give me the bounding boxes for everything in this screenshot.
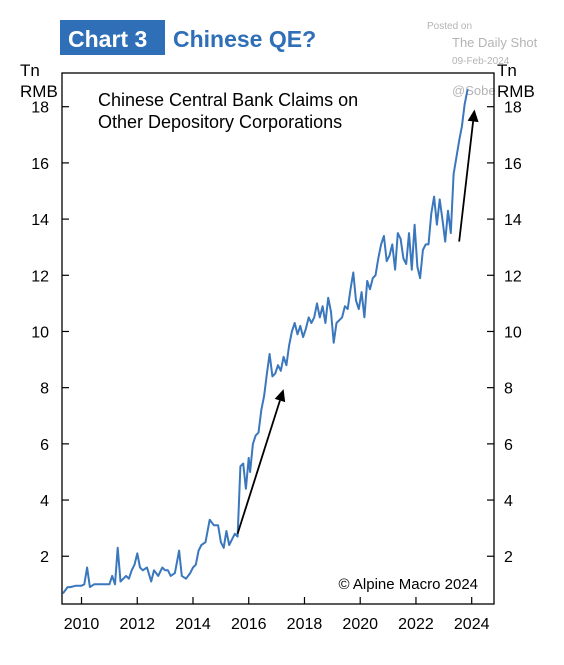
watermark-posted-on: Posted on xyxy=(427,21,472,32)
chart-title: Chinese QE? xyxy=(173,26,316,52)
trend-arrow-head-0 xyxy=(274,389,286,403)
series-line-0 xyxy=(62,88,469,594)
y-axis-label-right-line2: RMB xyxy=(497,82,535,101)
x-tick-label-2022: 2022 xyxy=(398,616,434,633)
y-tick-label-left-6: 6 xyxy=(40,437,49,454)
copyright: © Alpine Macro 2024 xyxy=(339,576,478,593)
y-tick-label-left-4: 4 xyxy=(40,493,49,510)
y-tick-label-left-10: 10 xyxy=(31,324,49,341)
y-tick-label-right-2: 2 xyxy=(504,549,513,566)
trend-arrow-head-1 xyxy=(467,109,479,123)
y-tick-label-left-8: 8 xyxy=(40,381,49,398)
y-tick-label-right-16: 16 xyxy=(504,156,522,173)
y-tick-label-right-6: 6 xyxy=(504,437,513,454)
y-tick-label-right-14: 14 xyxy=(504,212,522,229)
y-axis-label-left-line2: RMB xyxy=(20,82,58,101)
y-tick-label-right-8: 8 xyxy=(504,381,513,398)
x-tick-label-2010: 2010 xyxy=(64,616,100,633)
y-tick-label-left-18: 18 xyxy=(31,100,49,117)
annotation-layer xyxy=(236,109,479,535)
y-tick-label-right-18: 18 xyxy=(504,100,522,117)
series-layer xyxy=(62,88,469,594)
chart-inner-title-line2: Other Depository Corporations xyxy=(98,112,342,132)
axis-ticks: 2 2 4 4 6 6 8 8 10 10 12 12 14 14 16 16 18 18 2010 2012 2014… xyxy=(31,100,522,633)
y-tick-label-right-10: 10 xyxy=(504,324,522,341)
x-tick-label-2016: 2016 xyxy=(231,616,267,633)
chart-badge-bg xyxy=(60,20,165,55)
y-axis-label-right-line1: Tn xyxy=(497,61,517,80)
chart-badge: Chart 3 xyxy=(68,26,147,52)
y-tick-label-left-16: 16 xyxy=(31,156,49,173)
watermark-date: 09-Feb-2024 xyxy=(452,56,510,67)
y-tick-label-left-2: 2 xyxy=(40,549,49,566)
chart-inner-title-line1: Chinese Central Bank Claims on xyxy=(98,90,358,110)
x-tick-label-2020: 2020 xyxy=(342,616,378,633)
x-tick-label-2014: 2014 xyxy=(175,616,211,633)
y-tick-label-right-4: 4 xyxy=(504,493,513,510)
y-axis-label-left-line1: Tn xyxy=(20,61,40,80)
trend-arrow-shaft-1 xyxy=(458,121,475,242)
y-tick-label-left-12: 12 xyxy=(31,268,49,285)
y-tick-label-left-14: 14 xyxy=(31,212,49,229)
y-tick-label-right-12: 12 xyxy=(504,268,522,285)
trend-arrow-shaft-0 xyxy=(236,400,281,535)
x-tick-label-2018: 2018 xyxy=(287,616,323,633)
x-tick-label-2012: 2012 xyxy=(119,616,155,633)
watermark-handle: @Sobe xyxy=(452,83,496,98)
x-tick-label-2024: 2024 xyxy=(454,616,490,633)
watermark-publisher: The Daily Shot xyxy=(452,35,538,50)
plot-frame xyxy=(61,72,495,605)
